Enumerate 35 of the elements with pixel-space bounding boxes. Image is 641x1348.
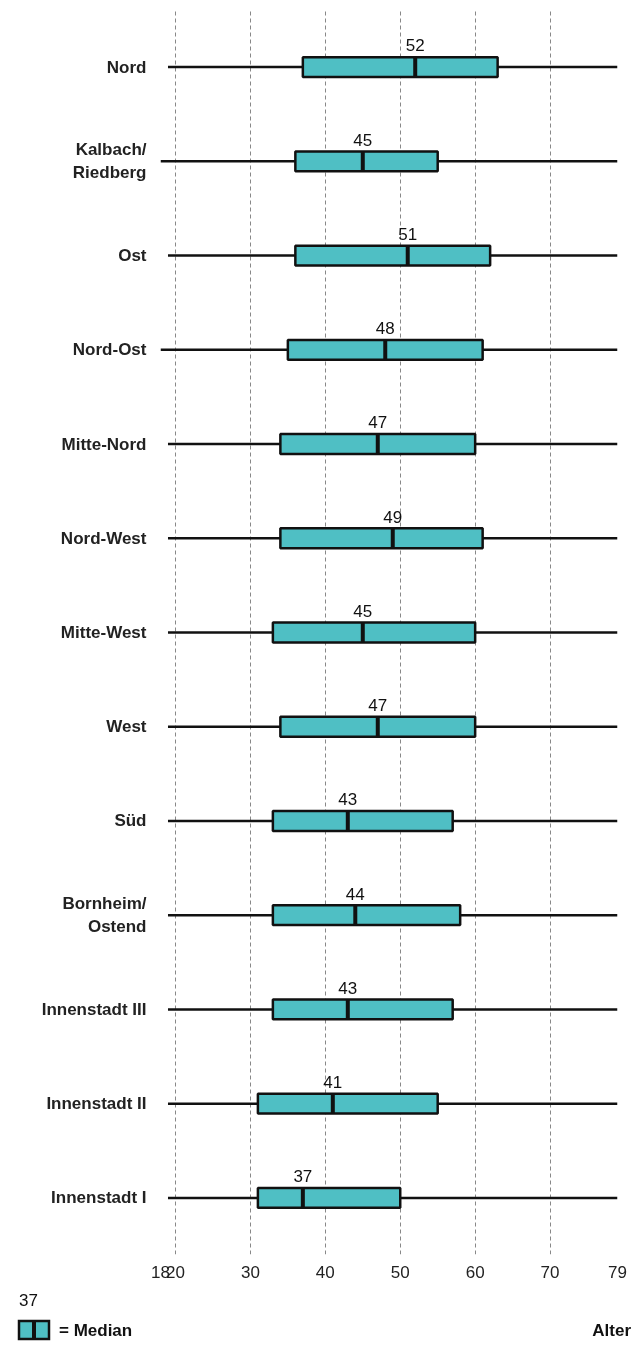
annotation: 45 bbox=[353, 130, 373, 150]
y-tick-label: Süd bbox=[114, 811, 147, 831]
x-tick-label: 79 bbox=[608, 1262, 627, 1282]
annotation: 43 bbox=[338, 790, 358, 810]
annotation: 51 bbox=[398, 224, 418, 244]
y-tick-label: Innenstadt I bbox=[51, 1188, 147, 1208]
text: 37 bbox=[19, 1290, 38, 1312]
y-tick-label: Mitte-West bbox=[60, 623, 147, 642]
y-tick-label: Nord-Ost bbox=[72, 340, 147, 360]
y-tick-label: Innenstadt II bbox=[46, 1094, 147, 1114]
annotation: 45 bbox=[353, 601, 373, 621]
annotation: 43 bbox=[338, 978, 358, 998]
y-tick-label: Nord bbox=[106, 57, 147, 77]
y-tick-label: Innenstadt III bbox=[41, 999, 147, 1019]
y-tick-label: West bbox=[106, 717, 147, 737]
y-tick-label: Kalbach/Riedberg bbox=[72, 140, 147, 183]
annotation: 52 bbox=[405, 36, 425, 56]
annotation: 47 bbox=[368, 696, 388, 716]
y-tick-label: Bornheim/Ostend bbox=[62, 894, 147, 937]
y-tick-label: Ost bbox=[118, 246, 147, 266]
y-tick-label: Nord-West bbox=[60, 528, 147, 548]
x-tick-label: 70 bbox=[540, 1262, 560, 1282]
x-tick-label: 50 bbox=[390, 1262, 410, 1282]
annotation: 47 bbox=[368, 413, 388, 433]
x-tick-label: 40 bbox=[315, 1262, 335, 1282]
annotation: 41 bbox=[323, 1073, 343, 1093]
x-tick-label: 60 bbox=[465, 1262, 485, 1282]
x-axis-title: Alter bbox=[592, 1320, 631, 1342]
annotation: 37 bbox=[293, 1167, 313, 1187]
annotation: 44 bbox=[345, 884, 365, 904]
x-tick-label: 30 bbox=[240, 1262, 260, 1282]
annotation: 49 bbox=[383, 507, 403, 527]
y-tick-label: Mitte-Nord bbox=[61, 434, 147, 454]
text: = Median bbox=[59, 1320, 133, 1342]
annotation: 48 bbox=[375, 319, 395, 339]
